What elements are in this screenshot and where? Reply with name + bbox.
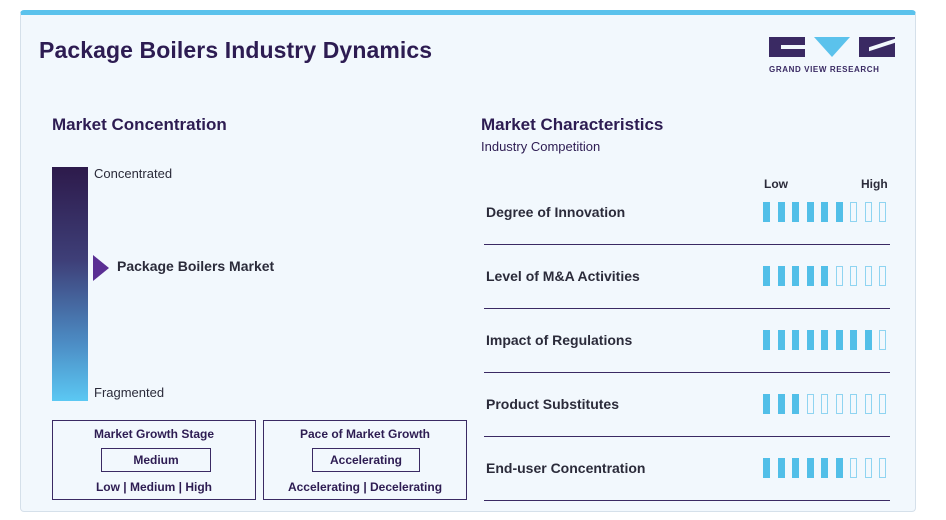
characteristics-subheading: Industry Competition [481,139,601,154]
rating-bar-filled [835,458,843,478]
rating-bar-filled [792,458,799,478]
characteristic-row: Impact of Regulations [484,308,890,373]
characteristic-label: Level of M&A Activities [486,268,640,284]
characteristics-heading: Market Characteristics [481,115,664,134]
logo-mark [769,37,897,57]
characteristic-row: End-user Concentration [484,436,890,501]
rating-bar-empty [879,458,886,478]
rating-bar-filled [777,202,785,222]
page-title: Package Boilers Industry Dynamics [39,37,433,63]
rating-bar-empty [850,394,857,414]
rating-bar-filled [821,330,828,350]
rating-bar-filled [763,202,770,222]
rating-bar-filled [763,266,770,286]
rating-bars [763,394,894,414]
rating-bar-empty [850,266,857,286]
growth-pace-box: Pace of Market Growth Accelerating Accel… [263,420,467,500]
market-position-arrow-icon [93,255,109,281]
rating-bar-filled [821,458,828,478]
rating-bar-empty [864,202,872,222]
rating-bar-filled [792,330,799,350]
rating-bar-filled [763,394,770,414]
rating-bar-filled [864,330,872,350]
rating-bar-filled [777,266,785,286]
rating-bar-filled [792,202,799,222]
dynamics-card: Package Boilers Industry Dynamics GRAND … [20,10,916,512]
rating-bar-filled [835,202,843,222]
high-label: High [861,177,888,191]
concentration-gradient-bar [52,167,88,401]
characteristic-row: Product Substitutes [484,372,890,437]
rating-bars [763,330,894,350]
rating-bar-empty [864,458,872,478]
rating-bar-filled [763,330,770,350]
concentrated-label: Concentrated [94,166,173,181]
logo-v-shape [814,37,850,57]
rating-bar-filled [806,330,814,350]
rating-bars [763,458,894,478]
rating-bar-empty [864,394,872,414]
rating-bar-empty [864,266,872,286]
growth-pace-options: Accelerating | Decelerating [287,480,443,494]
grand-view-research-logo: GRAND VIEW RESEARCH [769,37,897,85]
logo-text: GRAND VIEW RESEARCH [769,65,880,74]
rating-bar-empty [835,394,843,414]
rating-bar-empty [850,458,857,478]
rating-bar-empty [879,202,886,222]
rating-bar-filled [806,266,814,286]
growth-stage-options: Low | Medium | High [95,480,213,494]
rating-bar-filled [835,330,843,350]
characteristic-row: Degree of Innovation [484,180,890,245]
logo-r-shape [859,37,895,57]
rating-bar-empty [835,266,843,286]
rating-bar-filled [850,330,857,350]
growth-stage-box: Market Growth Stage Medium Low | Medium … [52,420,256,500]
growth-stage-value: Medium [101,448,211,472]
fragmented-label: Fragmented [94,385,165,400]
rating-bar-empty [821,394,828,414]
rating-bar-filled [777,458,785,478]
characteristic-label: Impact of Regulations [486,332,633,348]
rating-bar-filled [792,394,799,414]
rating-bar-filled [806,202,814,222]
rating-bar-empty [879,266,886,286]
rating-bar-filled [792,266,799,286]
rating-bar-filled [821,202,828,222]
growth-pace-title: Pace of Market Growth [299,427,431,441]
rating-bars [763,202,894,222]
rating-bar-empty [850,202,857,222]
logo-g-shape [769,37,805,57]
rating-bar-empty [806,394,814,414]
rating-bar-filled [806,458,814,478]
characteristic-label: Degree of Innovation [486,204,626,220]
growth-pace-value: Accelerating [312,448,420,472]
rating-bars [763,266,894,286]
rating-bar-filled [777,394,785,414]
rating-bar-empty [879,330,886,350]
characteristic-row: Level of M&A Activities [484,244,890,309]
low-label: Low [764,177,788,191]
growth-stage-title: Market Growth Stage [93,427,215,441]
characteristic-label: Product Substitutes [486,396,620,412]
rating-bar-filled [777,330,785,350]
rating-bar-filled [821,266,828,286]
rating-bar-empty [879,394,886,414]
characteristic-label: End-user Concentration [486,460,646,476]
rating-bar-filled [763,458,770,478]
market-position-label: Package Boilers Market [117,258,275,274]
concentration-heading: Market Concentration [52,115,227,134]
